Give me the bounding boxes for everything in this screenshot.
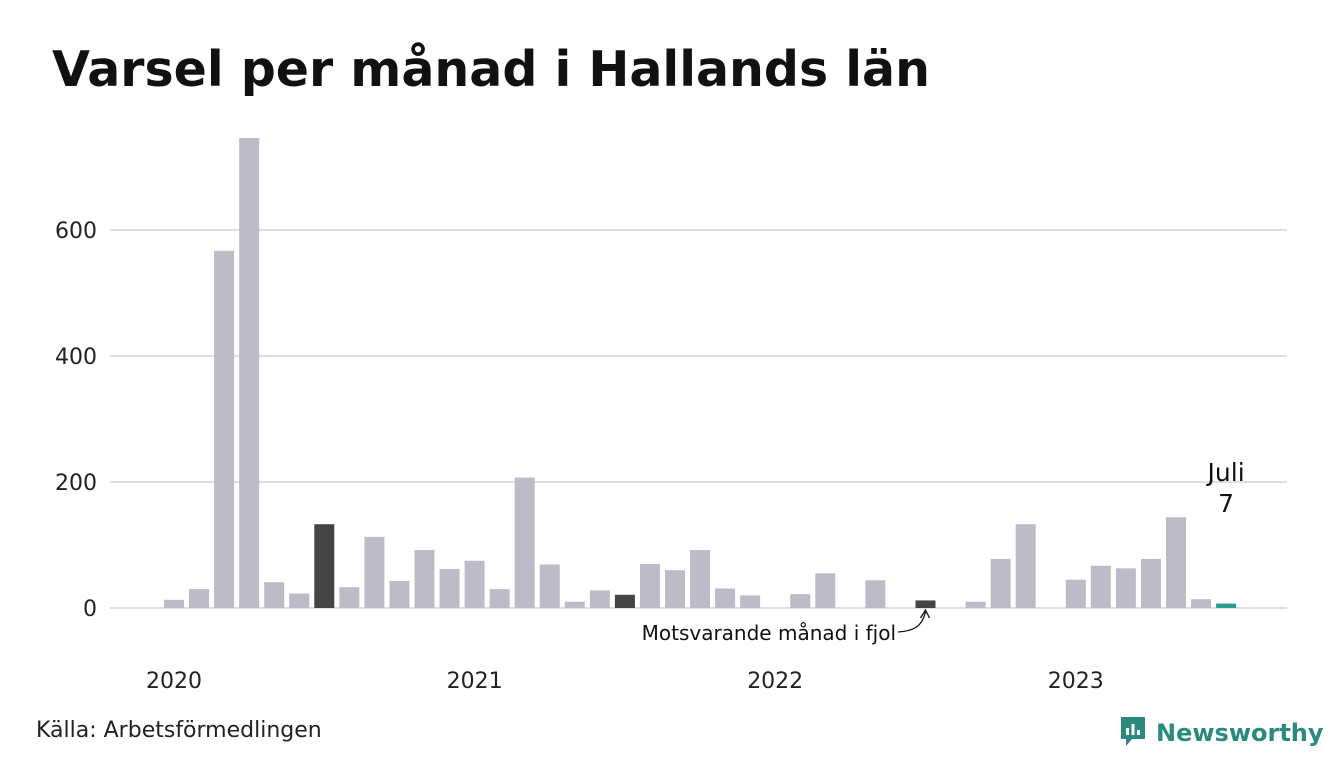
bar <box>639 563 660 608</box>
bar <box>690 550 711 608</box>
brand-logo[interactable]: Newsworthy <box>1118 714 1324 752</box>
bar <box>1090 565 1111 608</box>
x-tick-label: 2020 <box>146 669 202 694</box>
bar <box>1166 517 1186 608</box>
bar <box>189 589 210 608</box>
x-tick-label: 2021 <box>447 669 503 694</box>
bar <box>339 587 360 608</box>
bar <box>439 568 460 608</box>
bar <box>965 601 986 608</box>
bar <box>214 250 235 609</box>
bar <box>489 589 510 608</box>
bar <box>564 601 585 608</box>
y-tick-label: 600 <box>55 219 97 244</box>
bar <box>614 594 635 608</box>
y-tick-label: 200 <box>55 471 97 496</box>
bar <box>990 558 1011 608</box>
bar <box>164 599 184 608</box>
annotation-arrow <box>897 611 927 633</box>
y-tick-label: 0 <box>83 597 97 622</box>
bars <box>164 138 1237 609</box>
bar <box>464 560 485 608</box>
bar <box>665 570 685 608</box>
x-axis-ticks: 2020 2021 2022 2023 <box>146 669 1104 694</box>
annotation-text: Motsvarande månad i fjol <box>642 621 896 645</box>
source-note: Källa: Arbetsförmedlingen <box>36 718 322 743</box>
bar <box>1015 524 1036 608</box>
annotation-arrowhead <box>919 608 931 619</box>
bar <box>1140 558 1161 608</box>
bar <box>514 477 535 608</box>
bar <box>740 595 761 608</box>
bar <box>539 564 560 608</box>
bar <box>239 138 260 608</box>
brand-name: Newsworthy <box>1156 719 1324 747</box>
bar <box>715 588 736 608</box>
y-axis-ticks: 0 200 400 600 <box>55 219 97 622</box>
bar <box>865 580 886 608</box>
bar <box>790 594 811 608</box>
x-tick-label: 2023 <box>1048 669 1104 694</box>
x-tick-label: 2022 <box>747 669 803 694</box>
bar <box>364 536 385 608</box>
bar <box>915 600 936 608</box>
bar <box>1216 603 1237 608</box>
bar <box>264 582 285 608</box>
bar <box>1065 579 1086 608</box>
bar <box>815 573 836 608</box>
newsworthy-logo-icon <box>1118 714 1148 752</box>
chart-title: Varsel per månad i Hallands län <box>52 41 930 98</box>
y-tick-label: 400 <box>55 345 97 370</box>
bar <box>1191 599 1212 608</box>
bar <box>414 550 435 608</box>
bar <box>314 524 335 608</box>
bar <box>289 593 310 608</box>
current-month-label: Juli <box>1206 458 1245 487</box>
current-value-label: 7 <box>1218 489 1234 518</box>
bar <box>1115 568 1136 608</box>
bar <box>589 590 610 608</box>
bar <box>389 580 410 608</box>
